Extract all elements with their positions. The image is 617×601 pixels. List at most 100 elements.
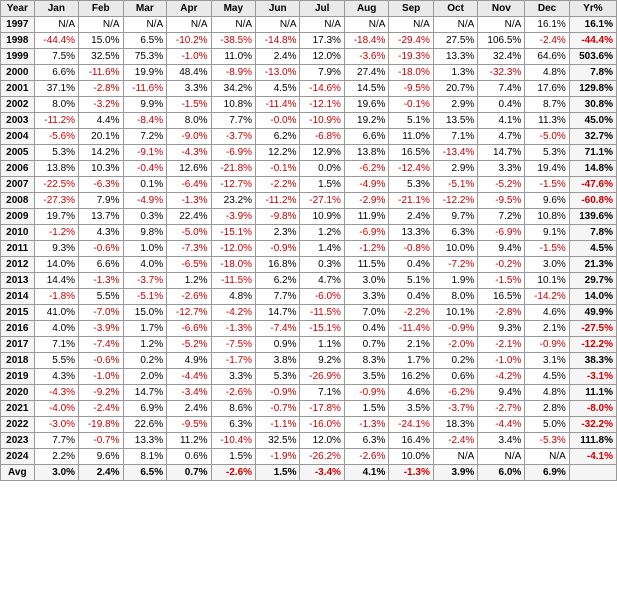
table-row: 201214.0%6.6%4.0%-6.5%-18.0%16.8%0.3%11.…	[1, 257, 617, 273]
month-cell: -32.3%	[478, 65, 525, 81]
month-cell: 9.4%	[478, 241, 525, 257]
month-cell: 14.0%	[34, 257, 78, 273]
month-cell: 37.1%	[34, 81, 78, 97]
month-cell: 32.5%	[256, 433, 300, 449]
month-cell: 0.3%	[123, 209, 167, 225]
month-cell: 11.0%	[211, 49, 255, 65]
month-cell: 10.1%	[433, 305, 477, 321]
yr-pct-cell: 4.5%	[569, 241, 616, 257]
month-cell: 4.1%	[478, 113, 525, 129]
month-cell: -0.6%	[79, 353, 123, 369]
table-row: 20006.6%-11.6%19.9%48.4%-8.9%-13.0%7.9%2…	[1, 65, 617, 81]
month-cell: -12.4%	[389, 161, 433, 177]
month-cell: 0.4%	[389, 257, 433, 273]
month-cell: -8.4%	[123, 113, 167, 129]
month-cell: -2.7%	[478, 401, 525, 417]
month-cell: 4.8%	[525, 65, 569, 81]
month-cell: 13.3%	[433, 49, 477, 65]
month-cell: 6.6%	[79, 257, 123, 273]
month-cell: 14.4%	[34, 273, 78, 289]
month-cell: 7.1%	[300, 385, 344, 401]
month-cell: -9.1%	[123, 145, 167, 161]
header-row: YearJanFebMarAprMayJunJulAugSepOctNovDec…	[1, 1, 617, 17]
month-cell: -10.9%	[300, 113, 344, 129]
month-cell: 27.4%	[344, 65, 388, 81]
month-cell: -0.6%	[79, 241, 123, 257]
avg-row: Avg3.0%2.4%6.5%0.7%-2.6%1.5%-3.4%4.1%-1.…	[1, 465, 617, 481]
month-cell: 1.5%	[300, 177, 344, 193]
month-cell: -3.9%	[211, 209, 255, 225]
month-cell: 16.5%	[389, 145, 433, 161]
year-cell: 2010	[1, 225, 35, 241]
yr-pct-cell: 16.1%	[569, 17, 616, 33]
month-cell: -4.9%	[344, 177, 388, 193]
month-cell: 48.4%	[167, 65, 211, 81]
month-cell: -26.2%	[300, 449, 344, 465]
month-cell: -7.4%	[256, 321, 300, 337]
yr-pct-cell: 30.8%	[569, 97, 616, 113]
month-cell: 7.2%	[478, 209, 525, 225]
month-cell: -14.6%	[300, 81, 344, 97]
year-cell: 2001	[1, 81, 35, 97]
month-cell: -0.4%	[123, 161, 167, 177]
month-cell: 1.2%	[300, 225, 344, 241]
month-cell: 9.7%	[433, 209, 477, 225]
month-cell: -11.4%	[389, 321, 433, 337]
month-cell: 1.9%	[433, 273, 477, 289]
month-cell: 2.2%	[34, 449, 78, 465]
avg-month-cell: 2.4%	[79, 465, 123, 481]
month-cell: 10.0%	[389, 449, 433, 465]
month-cell: -19.3%	[389, 49, 433, 65]
month-cell: -6.5%	[167, 257, 211, 273]
month-cell: 0.2%	[123, 353, 167, 369]
month-cell: 1.5%	[344, 401, 388, 417]
month-cell: 27.5%	[433, 33, 477, 49]
month-cell: 2.4%	[389, 209, 433, 225]
month-cell: 22.6%	[123, 417, 167, 433]
avg-month-cell: 3.0%	[34, 465, 78, 481]
month-cell: 0.2%	[433, 353, 477, 369]
col-apr: Apr	[167, 1, 211, 17]
table-row: 20055.3%14.2%-9.1%-4.3%-6.9%12.2%12.9%13…	[1, 145, 617, 161]
month-cell: -7.0%	[79, 305, 123, 321]
table-row: 20242.2%9.6%8.1%0.6%1.5%-1.9%-26.2%-2.6%…	[1, 449, 617, 465]
yr-pct-cell: -27.5%	[569, 321, 616, 337]
month-cell: 18.3%	[433, 417, 477, 433]
month-cell: -0.1%	[256, 161, 300, 177]
month-cell: 3.0%	[525, 257, 569, 273]
table-row: 1998-44.4%15.0%6.5%-10.2%-38.5%-14.8%17.…	[1, 33, 617, 49]
table-row: 20185.5%-0.6%0.2%4.9%-1.7%3.8%9.2%8.3%1.…	[1, 353, 617, 369]
month-cell: -11.2%	[34, 113, 78, 129]
month-cell: 19.2%	[344, 113, 388, 129]
month-cell: -6.9%	[478, 225, 525, 241]
month-cell: 0.7%	[344, 337, 388, 353]
month-cell: -6.9%	[211, 145, 255, 161]
month-cell: -1.5%	[525, 241, 569, 257]
table-row: 201541.0%-7.0%15.0%-12.7%-4.2%14.7%-11.5…	[1, 305, 617, 321]
month-cell: N/A	[525, 449, 569, 465]
month-cell: 6.6%	[34, 65, 78, 81]
avg-month-cell: 1.5%	[256, 465, 300, 481]
yr-pct-cell: 7.8%	[569, 225, 616, 241]
month-cell: 5.3%	[525, 145, 569, 161]
yr-pct-cell: 14.8%	[569, 161, 616, 177]
month-cell: 7.9%	[300, 65, 344, 81]
month-cell: 3.0%	[344, 273, 388, 289]
month-cell: -3.9%	[79, 321, 123, 337]
month-cell: -1.5%	[478, 273, 525, 289]
table-row: 2008-27.3%7.9%-4.9%-1.3%23.2%-11.2%-27.1…	[1, 193, 617, 209]
month-cell: 106.5%	[478, 33, 525, 49]
month-cell: 4.6%	[525, 305, 569, 321]
month-cell: 20.7%	[433, 81, 477, 97]
month-cell: 5.1%	[389, 273, 433, 289]
month-cell: -9.5%	[167, 417, 211, 433]
month-cell: 20.1%	[79, 129, 123, 145]
month-cell: 9.6%	[525, 193, 569, 209]
year-cell: 2019	[1, 369, 35, 385]
month-cell: 2.0%	[123, 369, 167, 385]
month-cell: N/A	[79, 17, 123, 33]
year-cell: 2006	[1, 161, 35, 177]
month-cell: -14.8%	[256, 33, 300, 49]
month-cell: 11.3%	[525, 113, 569, 129]
month-cell: 64.6%	[525, 49, 569, 65]
